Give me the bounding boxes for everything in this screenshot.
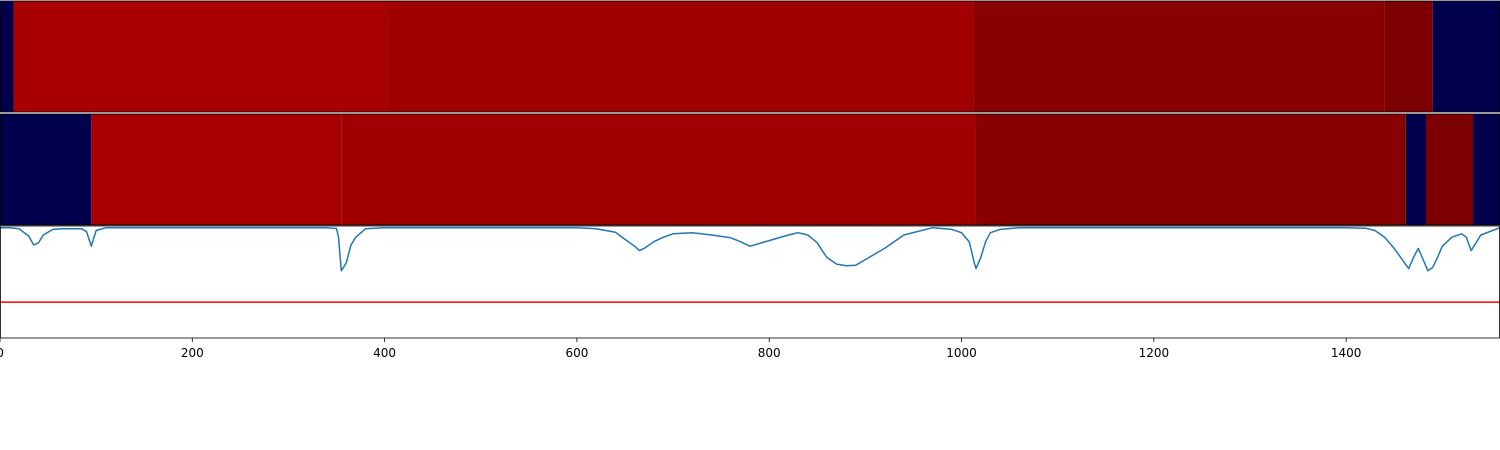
segment-row1-4 [973,1,1385,112]
segment-row1-1 [0,1,14,112]
x-tick-label-1000: 1000 [946,346,977,360]
x-tick-label-800: 800 [758,346,781,360]
x-tick-label-0: 0 [0,346,4,360]
segment-row2-4 [975,114,1406,225]
segment-row2-1 [0,114,92,225]
segment-row2-6 [1425,114,1474,225]
series-line [0,226,1500,272]
segment-row2-2 [91,114,342,225]
segment-row2-5 [1405,114,1426,225]
x-tick-label-600: 600 [565,346,588,360]
segment-row1-3 [388,1,974,112]
x-tick-label-1400: 1400 [1331,346,1362,360]
x-tick-label-400: 400 [373,346,396,360]
x-tick-label-200: 200 [181,346,204,360]
segment-row1-2 [13,1,389,112]
segment-rows [0,0,1500,226]
x-axis: 0 200 400 600 800 1000 1200 1400 [0,338,1361,360]
segment-row1-5 [1384,1,1433,112]
segment-row1-6 [1432,1,1500,112]
segment-row2-7 [1473,114,1500,225]
segment-row2-3 [341,114,976,225]
x-tick-label-1200: 1200 [1139,346,1170,360]
line-panel-background [0,226,1500,338]
